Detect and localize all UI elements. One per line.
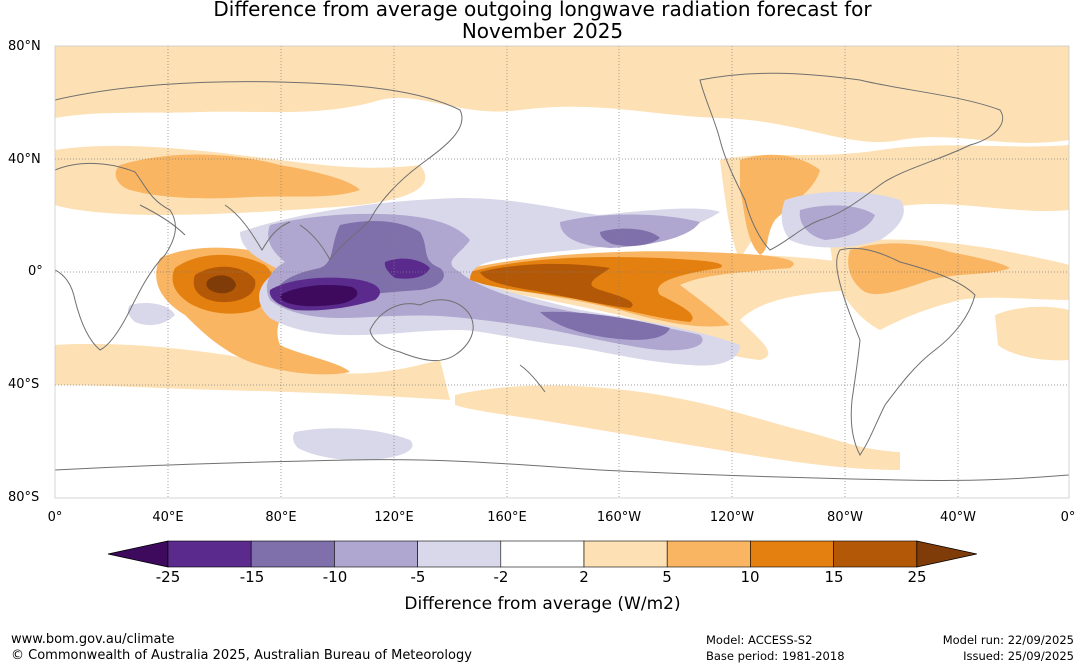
lon-label-160e: 160°E — [487, 510, 527, 525]
colorbar-tick: -15 — [239, 568, 265, 586]
footer-copyright: © Commonwealth of Australia 2025, Austra… — [11, 648, 472, 663]
medium-anomaly-middle-east — [115, 154, 361, 199]
colorbar-segment — [334, 540, 418, 568]
footer-model: Model: ACCESS-S2 — [706, 633, 813, 647]
coastlines — [55, 72, 1069, 482]
medium-anomaly-usa — [740, 154, 820, 255]
map-frame — [54, 45, 1070, 499]
footer-issued: Issued: 25/09/2025 — [963, 649, 1074, 663]
positive-anomaly-south-atlantic — [995, 306, 1069, 361]
extreme-anomaly-west-indian-ocean — [206, 275, 236, 294]
lon-label-40e: 40°E — [152, 510, 184, 525]
coastline-eurasia — [55, 81, 463, 261]
colorbar-extend-high — [916, 540, 977, 568]
colorbar-segment — [583, 540, 668, 568]
lon-label-0-east: 0° — [1060, 510, 1076, 525]
negative-anomaly-south-pacific-dark — [540, 311, 670, 340]
colorbar-segment — [833, 540, 918, 568]
coastline-south-america — [836, 247, 976, 456]
colorbar-extend-low — [107, 540, 169, 568]
coastline-arabia-india — [139, 204, 291, 251]
lon-label-40w: 40°W — [940, 510, 976, 525]
colorbar-label: Difference from average (W/m2) — [404, 594, 681, 614]
colorbar-segment — [417, 540, 502, 568]
map-title-line1: Difference from average outgoing longwav… — [213, 0, 872, 21]
colorbar-segment — [750, 540, 834, 568]
medium-anomaly-amazon — [848, 243, 1010, 295]
colorbar-segment — [666, 540, 751, 568]
negative-anomaly-caribbean-medium — [799, 205, 875, 240]
colorbar-tick: -10 — [322, 568, 348, 586]
coastline-new-zealand — [519, 364, 546, 393]
negative-anomaly-south-india-light — [127, 303, 175, 326]
lon-label-120w: 120°W — [709, 510, 755, 525]
lat-label-equator: 0° — [28, 264, 43, 279]
colorbar-segment — [167, 540, 252, 568]
colorbar-segment — [250, 540, 335, 568]
lat-label-80s: 80°S — [8, 490, 40, 505]
negative-anomaly-indian-ocean-extreme — [280, 285, 358, 307]
lon-label-120e: 120°E — [374, 510, 414, 525]
colorbar-tick: -25 — [155, 568, 181, 586]
very-strong-anomaly-central-pacific — [480, 263, 633, 308]
lat-label-80n: 80°N — [8, 39, 41, 54]
graticule — [55, 46, 1069, 498]
coastline-australia — [369, 299, 474, 362]
lon-label-80w: 80°W — [827, 510, 863, 525]
coastline-north-america — [699, 72, 1003, 251]
coastline-africa — [55, 163, 176, 351]
lon-label-0-west: 0° — [47, 510, 63, 525]
colorbar-tick: -5 — [410, 568, 426, 586]
negative-anomaly-southern-ocean-light — [293, 428, 413, 461]
footer-website: www.bom.gov.au/climate — [11, 632, 175, 647]
anomaly-field — [55, 46, 1069, 498]
lon-label-80e: 80°E — [265, 510, 297, 525]
map-title-line2: November 2025 — [461, 19, 624, 43]
negative-anomaly-north-pacific-dark — [600, 228, 660, 246]
colorbar-segment — [500, 540, 585, 568]
colorbar-tick: 10 — [740, 568, 760, 586]
lat-label-40n: 40°N — [8, 152, 41, 167]
colorbar — [107, 540, 977, 568]
lon-label-160w: 160°W — [596, 510, 642, 525]
footer-base-period: Base period: 1981-2018 — [706, 649, 845, 663]
coastline-antarctica — [55, 459, 1069, 482]
positive-anomaly-north-band — [55, 46, 1069, 143]
colorbar-tick: -2 — [493, 568, 509, 586]
colorbar-tick: 15 — [824, 568, 844, 586]
positive-anomaly-southern-band — [55, 343, 450, 400]
colorbar-tick: 25 — [907, 568, 927, 586]
colorbar-tick: 2 — [579, 568, 589, 586]
negative-anomaly-indonesia-strong — [384, 258, 430, 279]
positive-anomaly-southeast-pacific — [455, 385, 900, 470]
colorbar-tick: 5 — [662, 568, 672, 586]
footer-model-run: Model run: 22/09/2025 — [942, 633, 1074, 647]
lat-label-40s: 40°S — [8, 377, 40, 392]
